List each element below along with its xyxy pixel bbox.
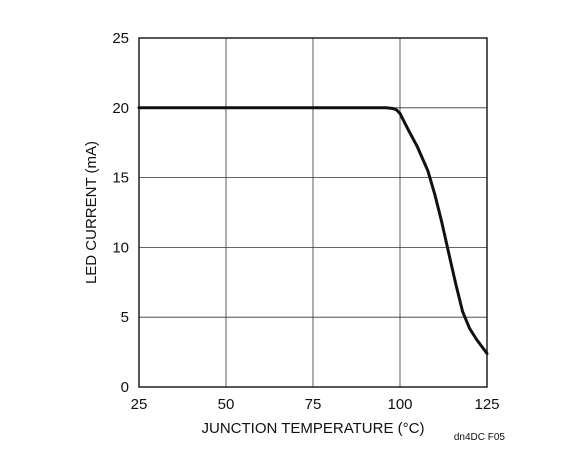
y-axis: 0 5 10 15 20 25 — [112, 30, 129, 396]
series-line — [137, 106, 489, 355]
plot-frame — [138, 37, 488, 388]
x-tick-label: 125 — [474, 396, 499, 413]
x-tick-label: 75 — [305, 396, 322, 413]
y-tick-label: 15 — [112, 170, 129, 187]
y-tick-label: 0 — [121, 379, 129, 396]
figure-code: dn4DC F05 — [454, 432, 506, 443]
x-tick-label: 100 — [387, 396, 412, 413]
x-axis: 25 50 75 100 125 — [131, 396, 500, 413]
x-tick-label: 25 — [131, 396, 148, 413]
grid — [138, 37, 488, 388]
y-tick-label: 10 — [112, 239, 129, 256]
y-tick-label: 20 — [112, 100, 129, 117]
x-axis-label: JUNCTION TEMPERATURE (°C) — [202, 420, 425, 437]
y-tick-label: 25 — [112, 30, 129, 47]
y-axis-label: LED CURRENT (mA) — [83, 141, 100, 284]
series-layer — [137, 106, 489, 355]
x-tick-label: 50 — [218, 396, 235, 413]
y-tick-label: 5 — [121, 309, 129, 326]
